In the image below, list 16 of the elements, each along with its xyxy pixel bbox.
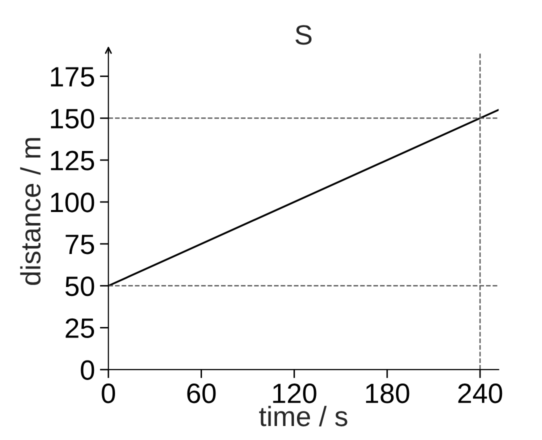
- x-tick-label: 180: [366, 384, 410, 404]
- y-tick-label: 0: [80, 360, 94, 380]
- x-tick-label: 0: [102, 384, 116, 404]
- x-axis-title: time / s: [259, 406, 348, 426]
- y-tick-label: 175: [50, 67, 94, 87]
- x-tick-label: 240: [458, 384, 502, 404]
- y-tick-label: 75: [66, 234, 94, 254]
- y-axis-title: distance / m: [20, 138, 41, 285]
- x-tick-label: 120: [273, 384, 316, 404]
- chart-title: S: [296, 25, 312, 45]
- y-tick-label: 150: [50, 108, 94, 129]
- x-tick-label: 60: [187, 384, 216, 404]
- y-tick-label: 100: [50, 192, 94, 212]
- y-tick-label: 25: [66, 318, 94, 338]
- y-tick-label: 125: [50, 150, 94, 170]
- y-tick-label: 50: [65, 276, 94, 296]
